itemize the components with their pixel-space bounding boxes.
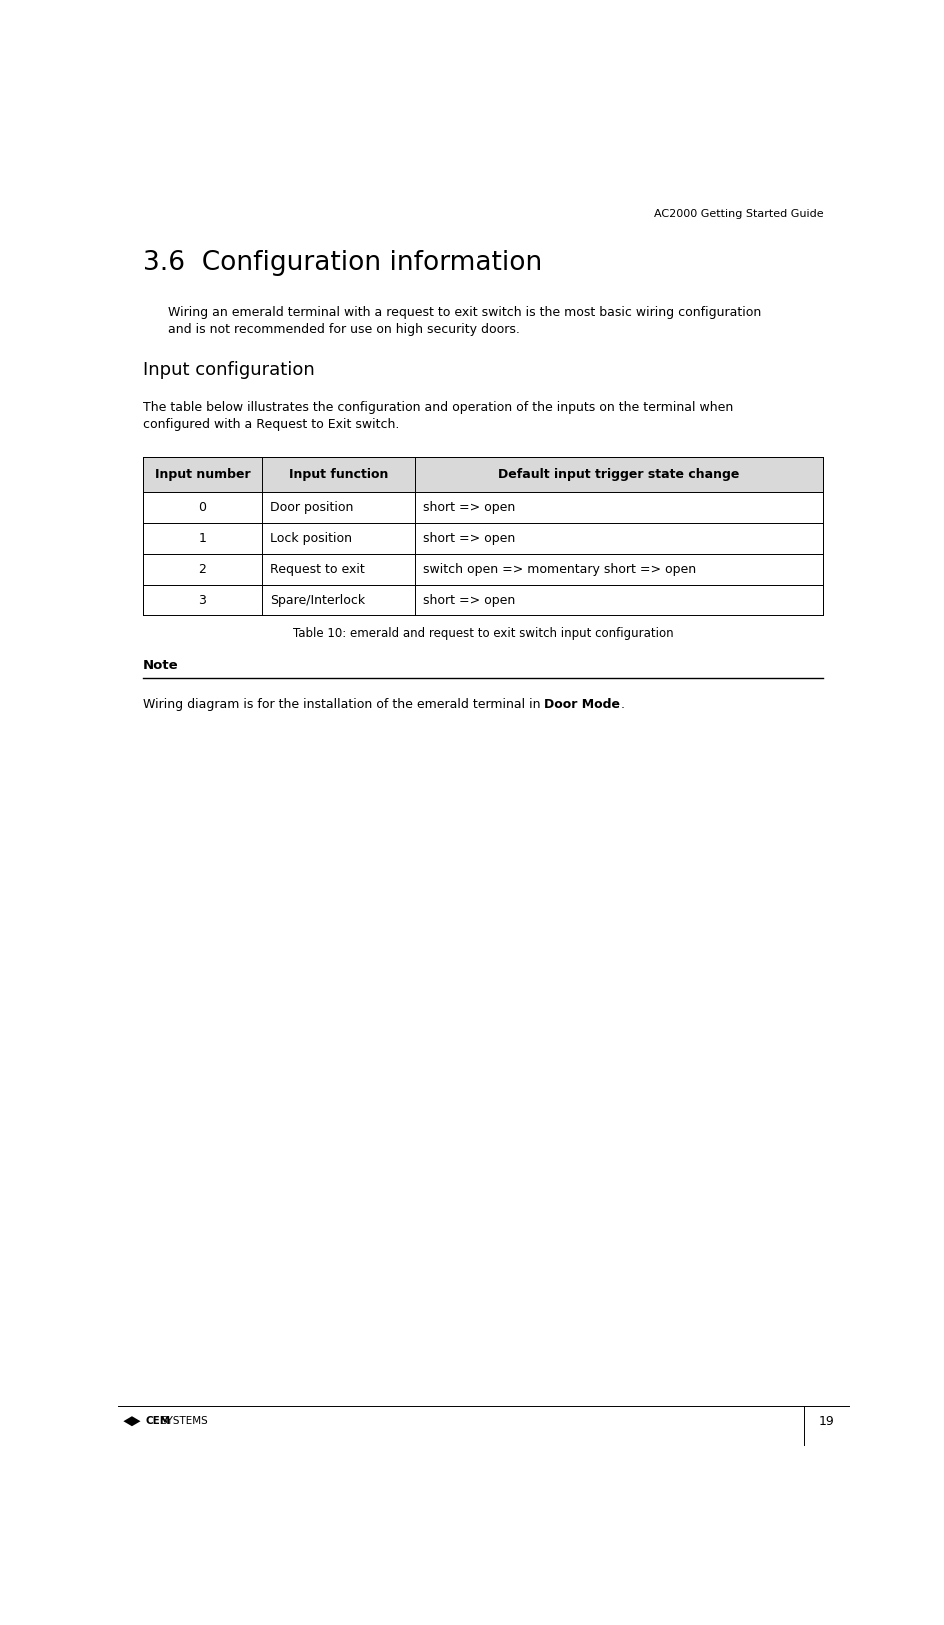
Text: Input function: Input function [289, 468, 388, 481]
Text: .: . [620, 697, 624, 710]
Text: 3.6  Configuration information: 3.6 Configuration information [143, 250, 542, 276]
Text: Input number: Input number [155, 468, 250, 481]
Text: The table below illustrates the configuration and operation of the inputs on the: The table below illustrates the configur… [143, 401, 733, 414]
Text: 0: 0 [198, 500, 207, 514]
Text: Wiring diagram is for the installation of the emerald terminal in: Wiring diagram is for the installation o… [143, 697, 545, 710]
Text: CEM: CEM [146, 1417, 171, 1427]
Text: Door Mode: Door Mode [545, 697, 620, 710]
Text: and is not recommended for use on high security doors.: and is not recommended for use on high s… [168, 323, 520, 336]
Bar [143, 554, 823, 585]
Text: Default input trigger state change: Default input trigger state change [498, 468, 740, 481]
Bar [143, 492, 823, 523]
Text: switch open => momentary short => open: switch open => momentary short => open [423, 562, 696, 575]
Text: short => open: short => open [423, 531, 515, 544]
Text: Table 10: emerald and request to exit switch input configuration: Table 10: emerald and request to exit sw… [293, 627, 673, 640]
Text: 2: 2 [198, 562, 207, 575]
Polygon shape [124, 1417, 141, 1427]
Text: Door position: Door position [270, 500, 353, 514]
Bar [143, 523, 823, 554]
Text: 3: 3 [198, 593, 207, 606]
Text: Spare/Interlock: Spare/Interlock [270, 593, 364, 606]
Text: 1: 1 [198, 531, 207, 544]
Text: short => open: short => open [423, 500, 515, 514]
Text: SYSTEMS: SYSTEMS [160, 1417, 209, 1427]
Text: Lock position: Lock position [270, 531, 351, 544]
Bar [143, 457, 823, 492]
Text: AC2000 Getting Started Guide: AC2000 Getting Started Guide [653, 210, 823, 219]
Text: Wiring an emerald terminal with a request to exit switch is the most basic wirin: Wiring an emerald terminal with a reques… [168, 306, 762, 318]
Bar [143, 585, 823, 616]
Text: short => open: short => open [423, 593, 515, 606]
Text: Input configuration: Input configuration [143, 361, 314, 379]
Text: Note: Note [143, 660, 178, 673]
Text: configured with a Request to Exit switch.: configured with a Request to Exit switch… [143, 418, 399, 431]
Text: 19: 19 [818, 1415, 834, 1428]
Text: Request to exit: Request to exit [270, 562, 364, 575]
